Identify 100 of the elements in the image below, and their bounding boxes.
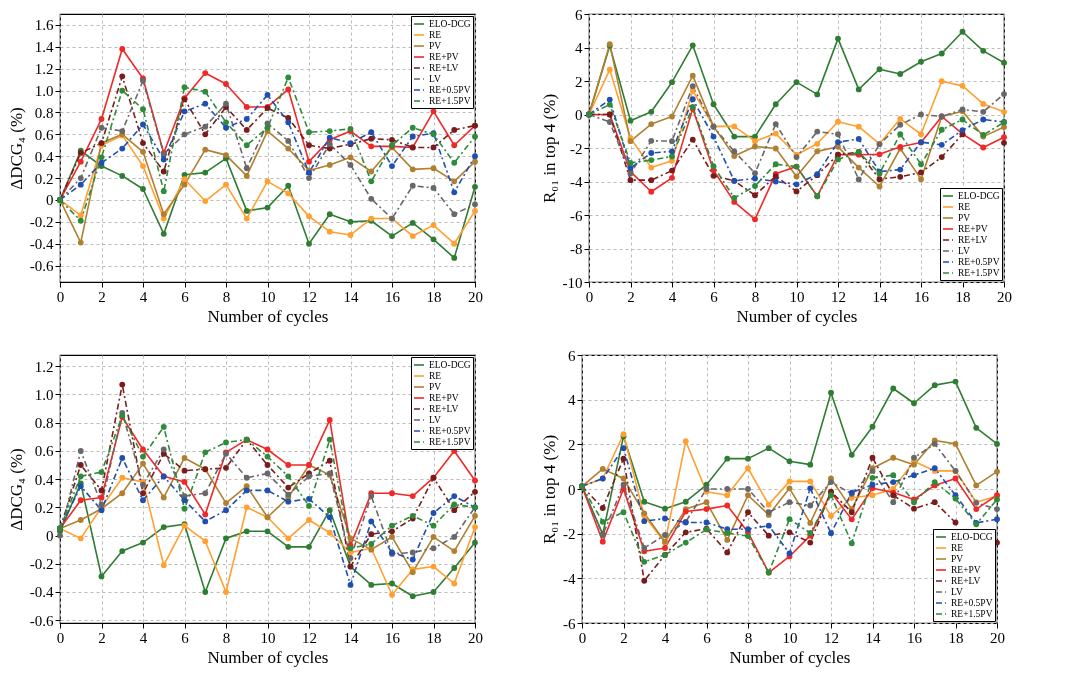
x-tick-label: 16	[914, 288, 930, 305]
y-tick-label: 0.2	[34, 170, 54, 187]
legend-label: PV	[951, 554, 964, 564]
y-tick-label: 0.6	[34, 443, 54, 460]
x-tick-label: 14	[343, 629, 359, 646]
y-tick-label: 0	[568, 481, 576, 498]
y-tick-label: -4	[563, 570, 576, 587]
y-axis-title: R₀₁ in top 4 (%)	[539, 93, 559, 204]
legend-label: RE	[951, 543, 964, 553]
x-tick-label: 10	[782, 629, 798, 646]
x-axis-title: Number of cycles	[207, 306, 329, 326]
x-tick-label: 2	[620, 629, 628, 646]
legend-label: LV	[429, 74, 441, 84]
x-tick-label: 8	[744, 629, 753, 646]
x-tick-label: 2	[98, 288, 106, 305]
x-tick-label: 10	[789, 288, 805, 305]
x-tick-label: 8	[222, 288, 231, 305]
x-tick-label: 18	[948, 629, 964, 646]
x-tick-label: 20	[468, 629, 483, 646]
y-tick-label: 1.6	[34, 17, 54, 34]
x-tick-label: 14	[343, 288, 359, 305]
y-tick-label: 4	[575, 40, 583, 56]
y-tick-label: -0.6	[29, 612, 54, 629]
y-tick-label: 0.4	[34, 471, 54, 488]
x-axis-title: Number of cycles	[736, 306, 858, 326]
x-tick-label: 18	[426, 629, 442, 646]
legend-label: ELO-DCG	[429, 360, 471, 370]
legend-label: PV	[429, 41, 442, 51]
legend-label: ELO-DCG	[951, 532, 993, 542]
legend-label: RE+PV	[429, 393, 459, 403]
x-tick-label: 6	[710, 288, 719, 305]
x-tick-label: 18	[955, 288, 971, 305]
x-tick-label: 2	[627, 288, 635, 305]
y-tick-label: -2	[570, 140, 583, 157]
legend-label: RE+1.5PV	[951, 609, 993, 619]
legend-label: RE+0.5PV	[958, 257, 1000, 267]
y-tick-label: 0.6	[34, 126, 54, 143]
legend-label: ELO-DCG	[958, 191, 1000, 201]
x-tick-label: 4	[139, 288, 148, 305]
y-tick-label: -4	[570, 174, 583, 190]
legend-label: PV	[429, 382, 442, 392]
y-tick-label: -10	[562, 274, 583, 291]
y-tick-label: -6	[563, 615, 576, 632]
y-tick-label: 0.8	[34, 415, 54, 432]
y-tick-label: -0.2	[29, 556, 54, 573]
x-tick-label: 12	[302, 288, 317, 305]
x-tick-label: 2	[98, 629, 106, 646]
y-tick-label: 2	[568, 436, 576, 453]
y-tick-label: -0.4	[29, 584, 54, 601]
legend-label: LV	[958, 246, 970, 256]
y-tick-label: 1.2	[34, 358, 54, 375]
y-tick-label: 4	[568, 392, 576, 409]
x-tick-label: 20	[997, 288, 1012, 305]
x-tick-label: 4	[139, 629, 148, 646]
x-tick-label: 4	[668, 288, 677, 305]
x-tick-label: 6	[703, 629, 712, 646]
legend-label: RE	[429, 371, 442, 381]
y-tick-label: -8	[570, 241, 583, 257]
x-tick-label: 10	[260, 288, 276, 305]
legend-label: LV	[429, 415, 441, 425]
y-axis-title: ΔDCG₄ (%)	[6, 107, 26, 190]
y-tick-label: -2	[563, 526, 576, 543]
legend-label: RE+PV	[429, 52, 459, 62]
x-tick-label: 8	[222, 629, 231, 646]
y-axis-title: R₀₁ in top 4 (%)	[540, 434, 559, 545]
y-tick-label: 1.2	[34, 61, 54, 78]
legend-label: RE+1.5PV	[429, 96, 471, 106]
y-tick-label: 0.2	[34, 499, 54, 516]
legend-label: RE+0.5PV	[951, 598, 993, 608]
y-tick-label: 0	[575, 107, 583, 123]
x-tick-label: 16	[385, 629, 401, 646]
x-tick-label: 12	[824, 629, 839, 646]
y-tick-label: 0.8	[34, 104, 54, 121]
y-tick-label: 0.4	[34, 148, 54, 165]
y-tick-label: 1.0	[34, 83, 54, 100]
legend-label: RE+1.5PV	[958, 268, 1000, 278]
y-tick-label: 0	[46, 192, 54, 209]
legend-label: RE+1.5PV	[429, 437, 471, 447]
legend-label: RE+LV	[951, 576, 981, 586]
x-tick-label: 6	[181, 629, 190, 646]
x-tick-label: 12	[831, 288, 846, 305]
legend-label: RE+0.5PV	[429, 85, 471, 95]
legend-label: RE+LV	[429, 404, 459, 414]
x-tick-label: 12	[302, 629, 317, 646]
x-axis-title: Number of cycles	[729, 647, 851, 667]
y-tick-label: -0.2	[29, 214, 54, 231]
y-axis-title: ΔDCG₄ (%)	[6, 448, 26, 531]
legend-label: RE+PV	[951, 565, 981, 575]
y-tick-label: 1.4	[34, 39, 54, 56]
legend-label: LV	[951, 587, 963, 597]
legend-label: RE	[429, 30, 442, 40]
y-tick-label: 2	[575, 73, 583, 90]
y-tick-label: 0	[46, 528, 54, 545]
y-tick-label: 6	[568, 347, 576, 364]
x-tick-label: 8	[751, 288, 760, 305]
x-tick-label: 14	[872, 288, 888, 305]
x-tick-label: 14	[865, 629, 881, 646]
x-tick-label: 6	[181, 288, 190, 305]
x-tick-label: 20	[990, 629, 1005, 646]
x-axis-title: Number of cycles	[207, 647, 329, 667]
